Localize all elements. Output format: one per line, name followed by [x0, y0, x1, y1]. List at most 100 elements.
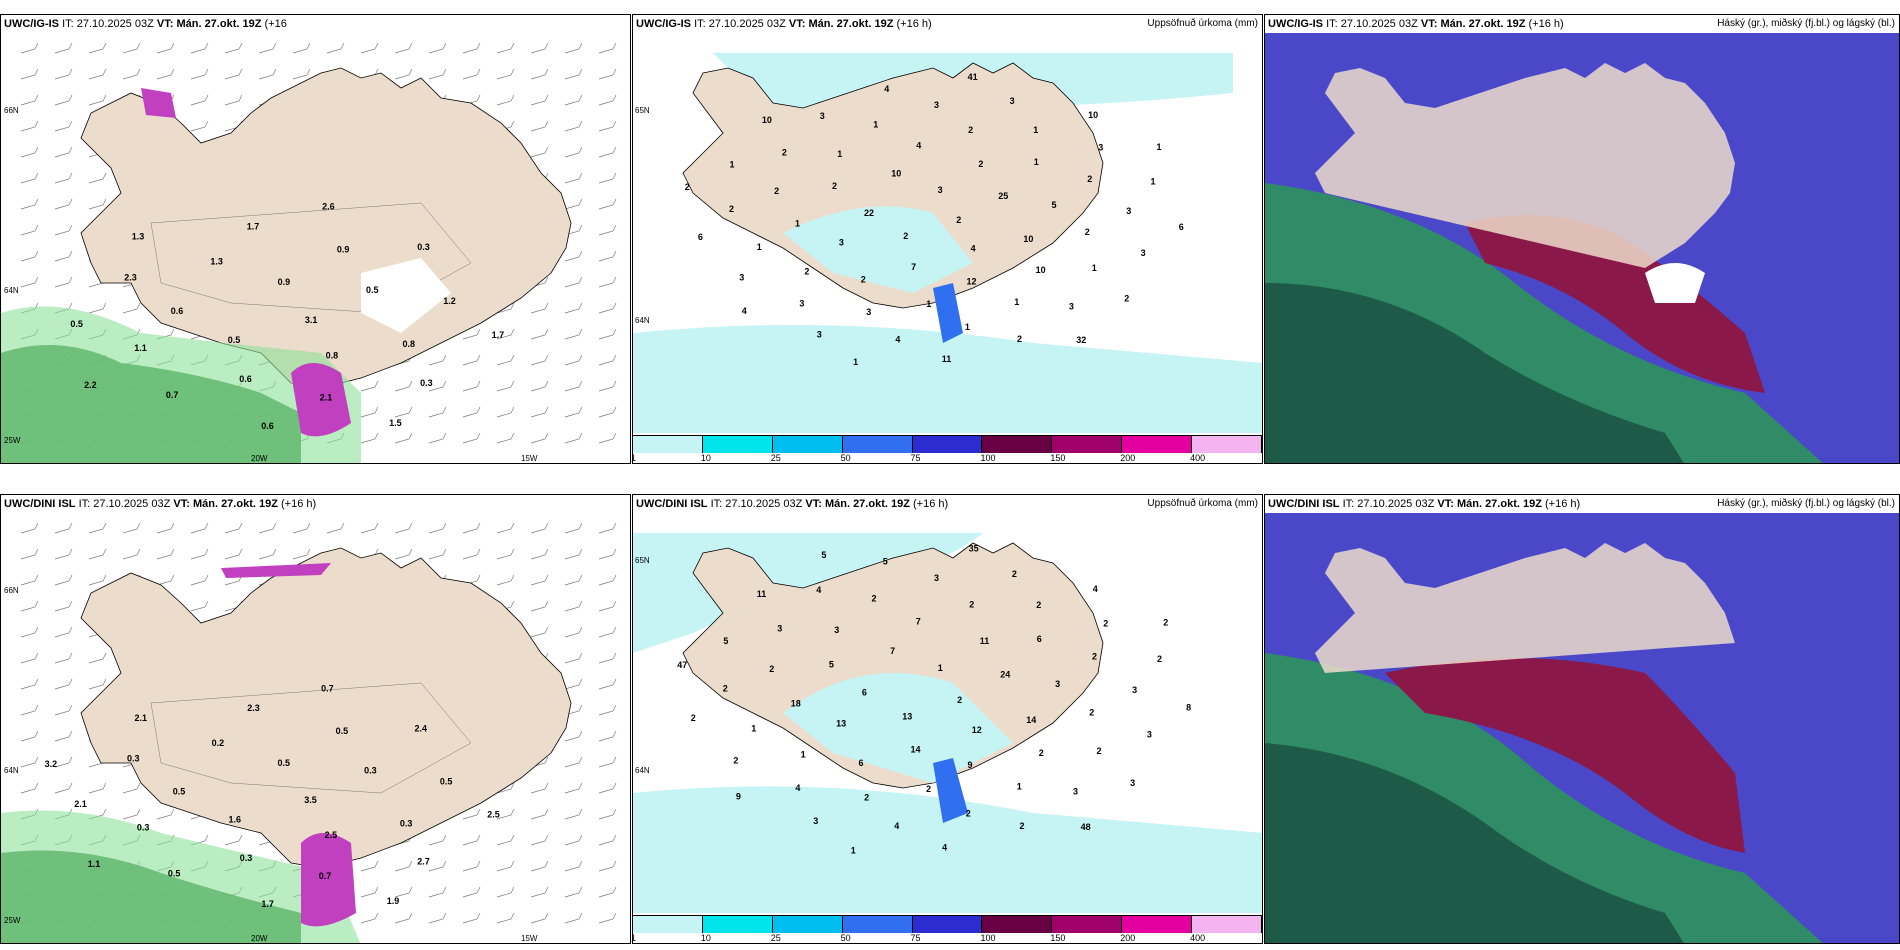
wind-barb — [564, 756, 583, 768]
precip-value-label: 12 — [972, 725, 982, 735]
wind-barb — [598, 380, 617, 392]
wind-barb — [20, 782, 39, 794]
precip-value-label: 2 — [832, 181, 837, 191]
wind-barb — [598, 406, 617, 418]
precip-value-label: 2 — [685, 182, 690, 192]
wind-barb — [360, 406, 379, 418]
wind-barb — [20, 678, 39, 690]
precip-value-label: 2 — [978, 159, 983, 169]
wind-barb — [598, 860, 617, 872]
panel-header: UWC/DINI ISL IT: 27.10.2025 03Z VT: Mán.… — [1, 495, 630, 513]
precip-value-label: 0.3 — [364, 765, 377, 775]
wind-barb — [190, 120, 209, 132]
wind-barb — [224, 834, 243, 846]
wind-barb — [394, 68, 413, 80]
precip-value-label: 5 — [1052, 200, 1057, 210]
legend-tick: 25 — [770, 933, 781, 943]
wind-barb — [428, 68, 447, 80]
legend-boxes — [633, 435, 1262, 453]
wind-barb — [54, 626, 73, 638]
wind-barb — [598, 834, 617, 846]
wind-barb — [564, 522, 583, 534]
precip-value-label: 1.3 — [210, 257, 223, 267]
precip-value-label: 1 — [751, 723, 756, 733]
wind-barb — [564, 354, 583, 366]
hatch-area — [150, 682, 472, 794]
wind-barb — [598, 704, 617, 716]
panel-row1-clouds: UWC/IG-IS IT: 27.10.2025 03Z VT: Mán. 27… — [1264, 14, 1900, 464]
precip-value-label: 2 — [969, 600, 974, 610]
precip-value-label: 1.3 — [132, 232, 145, 242]
precip-value-label: 3 — [1147, 730, 1152, 740]
precip-value-label: 0.5 — [440, 776, 453, 786]
precip-light — [1, 810, 361, 943]
precip-value-label: 1 — [1092, 263, 1097, 273]
wind-barb — [564, 42, 583, 54]
wind-barb — [598, 120, 617, 132]
precip-value-label: 0.8 — [403, 339, 416, 349]
lat-label: 64N — [635, 316, 650, 325]
precip-value-label: 47 — [677, 660, 687, 670]
precip-value-label: 1.7 — [247, 221, 260, 231]
precip-peak — [933, 283, 963, 343]
wind-barb — [88, 302, 107, 314]
wind-barb — [20, 94, 39, 106]
wind-barb — [598, 328, 617, 340]
wind-barb — [530, 626, 549, 638]
panel-header: UWC/IG-IS IT: 27.10.2025 03Z VT: Mán. 27… — [633, 15, 1262, 33]
cloud-map — [1265, 513, 1899, 943]
precip-value-label: 2 — [1124, 293, 1129, 303]
wind-barb — [462, 42, 481, 54]
precip-value-label: 4 — [971, 243, 976, 253]
precip-value-label: 2.2 — [84, 380, 97, 390]
wind-barb — [258, 522, 277, 534]
cloud-low — [1465, 215, 1765, 393]
precip-value-label: 2 — [1103, 618, 1108, 628]
wind-barb — [462, 912, 481, 924]
wind-barb — [88, 652, 107, 664]
legend-swatch — [1052, 436, 1123, 453]
wind-barb — [20, 522, 39, 534]
lat-label: 65N — [635, 106, 650, 115]
wind-barb — [496, 912, 515, 924]
precip-legend: 1 10 25 50 75 100 150 200 400 — [633, 915, 1262, 943]
wind-barb — [54, 652, 73, 664]
wind-barb — [54, 198, 73, 210]
legend-swatch — [842, 436, 913, 453]
wind-barb — [564, 600, 583, 612]
precip-value-label: 0.7 — [166, 390, 179, 400]
wind-barb — [122, 302, 141, 314]
precip-value-label: 5 — [883, 556, 888, 566]
legend-tick: 75 — [910, 453, 921, 463]
iceland-land — [1315, 63, 1735, 268]
precip-value-label: 3 — [739, 272, 744, 282]
precip-value-label: 0.5 — [173, 786, 186, 796]
precip-value-label: 2 — [691, 713, 696, 723]
wind-barb — [258, 68, 277, 80]
wind-barb — [394, 522, 413, 534]
precip-inland — [783, 673, 1013, 783]
precip-value-label: 3 — [934, 573, 939, 583]
precip-value-label: 3 — [1073, 786, 1078, 796]
precip-value-label: 12 — [967, 277, 977, 287]
wind-barb — [258, 42, 277, 54]
wind-barb — [462, 808, 481, 820]
panel-header: UWC/DINI ISL IT: 27.10.2025 03Z VT: Mán.… — [1265, 495, 1899, 513]
wind-barb — [598, 146, 617, 158]
precip-value-label: 5 — [723, 636, 728, 646]
wind-barb — [428, 886, 447, 898]
wind-barb — [564, 146, 583, 158]
wind-barb — [360, 886, 379, 898]
precip-value-label: 0.7 — [319, 871, 332, 881]
wind-barb — [598, 652, 617, 664]
iceland-land — [682, 62, 1104, 309]
wind-barb — [54, 730, 73, 742]
wind-barb — [530, 354, 549, 366]
legend-tick: 1 — [633, 453, 636, 463]
precip-value-label: 1 — [1157, 142, 1162, 152]
precip-value-label: 3 — [1126, 206, 1131, 216]
wind-barb — [224, 94, 243, 106]
wind-barb — [530, 912, 549, 924]
wind-barb — [598, 886, 617, 898]
precip-value-label: 41 — [968, 72, 978, 82]
